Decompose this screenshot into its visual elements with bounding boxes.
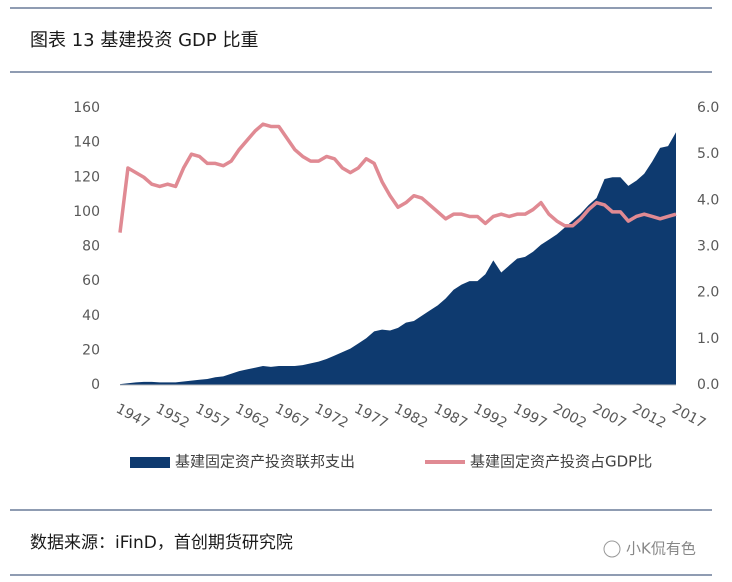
line bbox=[118, 122, 677, 233]
legend-swatch bbox=[130, 457, 170, 468]
x-tick-label: 2017 bbox=[669, 401, 708, 432]
x-tick-label: 2007 bbox=[590, 401, 629, 432]
area bbox=[120, 132, 676, 385]
x-tick-label: 1987 bbox=[431, 401, 470, 432]
y2-tick-label: 5.0 bbox=[697, 146, 719, 162]
x-tick-label: 1982 bbox=[391, 401, 430, 432]
x-tick-label: 1952 bbox=[153, 401, 192, 432]
watermark: 小K侃有色 bbox=[626, 540, 696, 558]
x-tick-label: 1997 bbox=[510, 401, 549, 432]
y2-tick-label: 3.0 bbox=[697, 239, 719, 255]
x-tick-label: 1992 bbox=[471, 401, 510, 432]
y-tick-label: 60 bbox=[82, 273, 100, 289]
y-tick-label: 160 bbox=[73, 100, 100, 116]
y2-tick-label: 6.0 bbox=[697, 100, 719, 116]
y-tick-label: 80 bbox=[82, 239, 100, 255]
x-tick-label: 1977 bbox=[352, 401, 391, 432]
x-tick-label: 1957 bbox=[193, 401, 232, 432]
x-tick-label: 1972 bbox=[312, 401, 351, 432]
x-tick-label: 2012 bbox=[630, 401, 669, 432]
chart-title: 图表 13 基建投资 GDP 比重 bbox=[30, 30, 258, 51]
source: 数据来源：iFinD，首创期货研究院 bbox=[30, 533, 293, 553]
y2-tick-label: 2.0 bbox=[697, 285, 719, 301]
y2-tick-label: 0.0 bbox=[697, 377, 719, 393]
y-tick-label: 20 bbox=[82, 342, 100, 358]
y-tick-label: 100 bbox=[73, 204, 100, 220]
watermark-icon bbox=[603, 540, 621, 558]
x-tick-label: 1962 bbox=[232, 401, 271, 432]
y2-tick-label: 1.0 bbox=[697, 331, 719, 347]
y-tick-label: 0 bbox=[91, 377, 100, 393]
legend-label: 基建固定资产投资联邦支出 bbox=[175, 453, 355, 471]
x-tick-label: 1967 bbox=[272, 401, 311, 432]
y2-tick-label: 4.0 bbox=[697, 192, 719, 208]
y-tick-label: 120 bbox=[73, 169, 100, 185]
legend-label: 基建固定资产投资占GDP比 bbox=[470, 453, 652, 471]
x-tick-label: 2002 bbox=[550, 401, 589, 432]
y-tick-label: 40 bbox=[82, 308, 100, 324]
y-tick-label: 140 bbox=[73, 135, 100, 151]
x-tick-label: 1947 bbox=[113, 401, 152, 432]
